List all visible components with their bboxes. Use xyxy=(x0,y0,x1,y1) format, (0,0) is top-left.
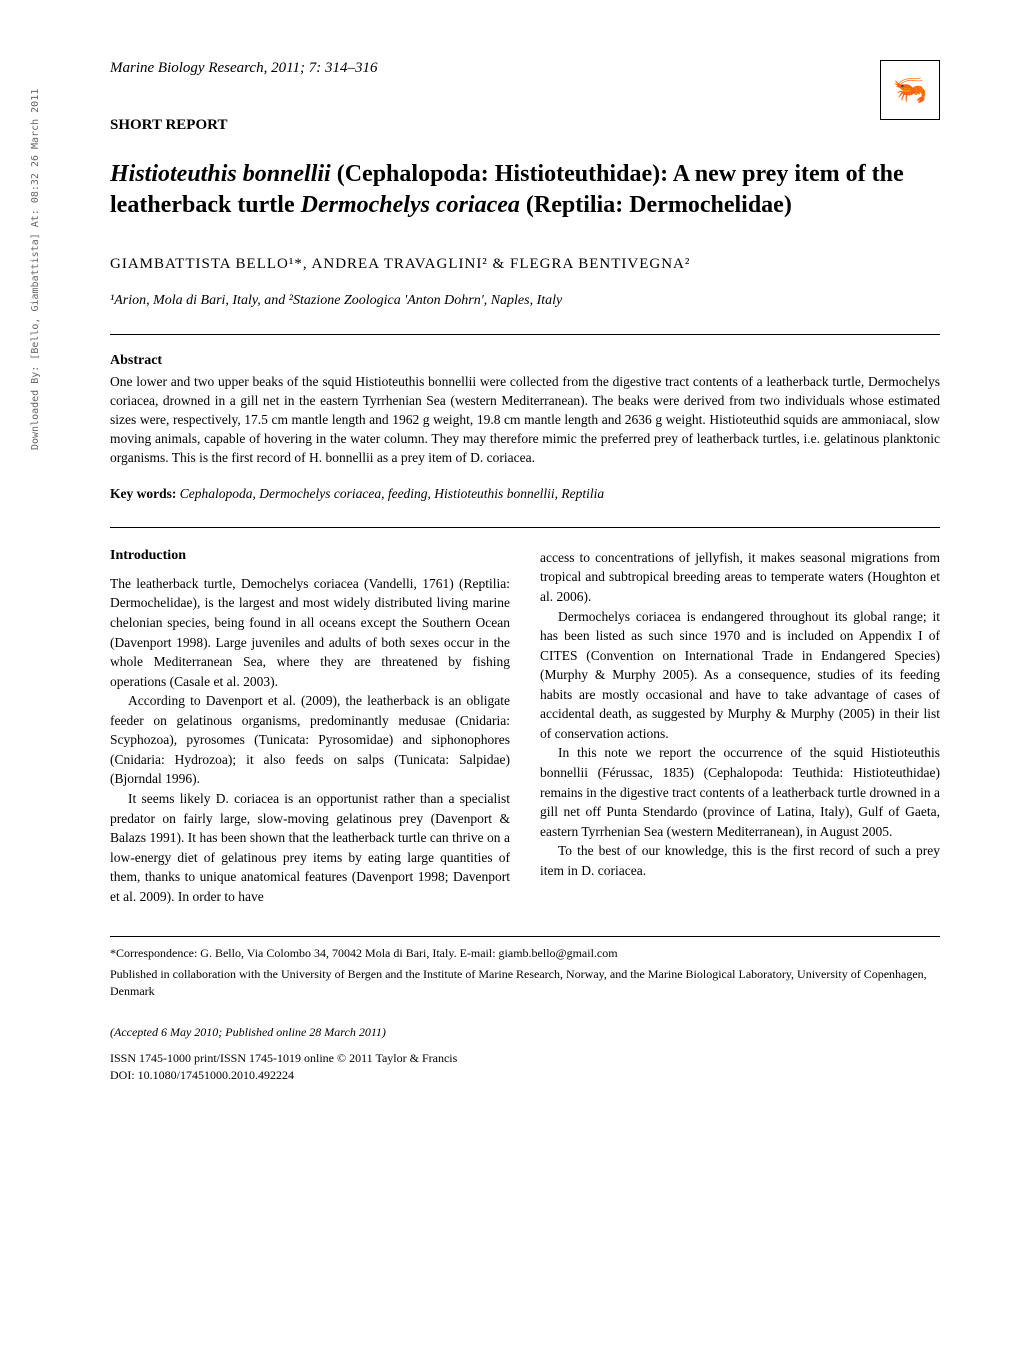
abstract-text: One lower and two upper beaks of the squ… xyxy=(110,373,940,467)
correspondence: *Correspondence: G. Bello, Via Colombo 3… xyxy=(110,945,940,962)
journal-logo: 🦐 xyxy=(880,60,940,120)
journal-header: Marine Biology Research, 2011; 7: 314–31… xyxy=(110,60,940,77)
published-note: Published in collaboration with the Univ… xyxy=(110,966,940,1000)
para-right-2: Dermochelys coriacea is endangered throu… xyxy=(540,607,940,744)
title-part4: (Reptilia: Dermochelidae) xyxy=(520,192,792,218)
para-right-4: To the best of our knowledge, this is th… xyxy=(540,841,940,880)
keywords-text: Cephalopoda, Dermochelys coriacea, feedi… xyxy=(176,486,604,501)
keywords: Key words: Cephalopoda, Dermochelys cori… xyxy=(110,486,940,502)
title-species-1: Histioteuthis bonnellii xyxy=(110,161,331,187)
download-watermark: Downloaded By: [Bello, Giambattista] At:… xyxy=(30,89,41,450)
para-right-1: access to concentrations of jellyfish, i… xyxy=(540,548,940,607)
divider xyxy=(110,334,940,335)
para-left-2: According to Davenport et al. (2009), th… xyxy=(110,691,510,789)
para-left-1: The leatherback turtle, Demochelys coria… xyxy=(110,574,510,691)
two-column-body: Introduction The leatherback turtle, Dem… xyxy=(110,548,940,907)
section-label: SHORT REPORT xyxy=(110,117,940,134)
authors: GIAMBATTISTA BELLO¹*, ANDREA TRAVAGLINI²… xyxy=(110,256,940,273)
doi: DOI: 10.1080/17451000.2010.492224 xyxy=(110,1067,940,1084)
right-column: access to concentrations of jellyfish, i… xyxy=(540,548,940,907)
accepted-info: (Accepted 6 May 2010; Published online 2… xyxy=(110,1025,940,1040)
left-column: Introduction The leatherback turtle, Dem… xyxy=(110,548,510,907)
footnote-divider xyxy=(110,936,940,937)
affiliation: ¹Arion, Mola di Bari, Italy, and ²Stazio… xyxy=(110,293,940,309)
abstract-label: Abstract xyxy=(110,353,940,369)
issn: ISSN 1745-1000 print/ISSN 1745-1019 onli… xyxy=(110,1050,940,1067)
keywords-label: Key words: xyxy=(110,486,176,501)
title-species-2: Dermochelys coriacea xyxy=(301,192,520,218)
divider xyxy=(110,527,940,528)
article-title: Histioteuthis bonnellii (Cephalopoda: Hi… xyxy=(110,159,940,221)
intro-heading: Introduction xyxy=(110,548,510,564)
para-right-3: In this note we report the occurrence of… xyxy=(540,743,940,841)
para-left-3: It seems likely D. coriacea is an opport… xyxy=(110,789,510,906)
